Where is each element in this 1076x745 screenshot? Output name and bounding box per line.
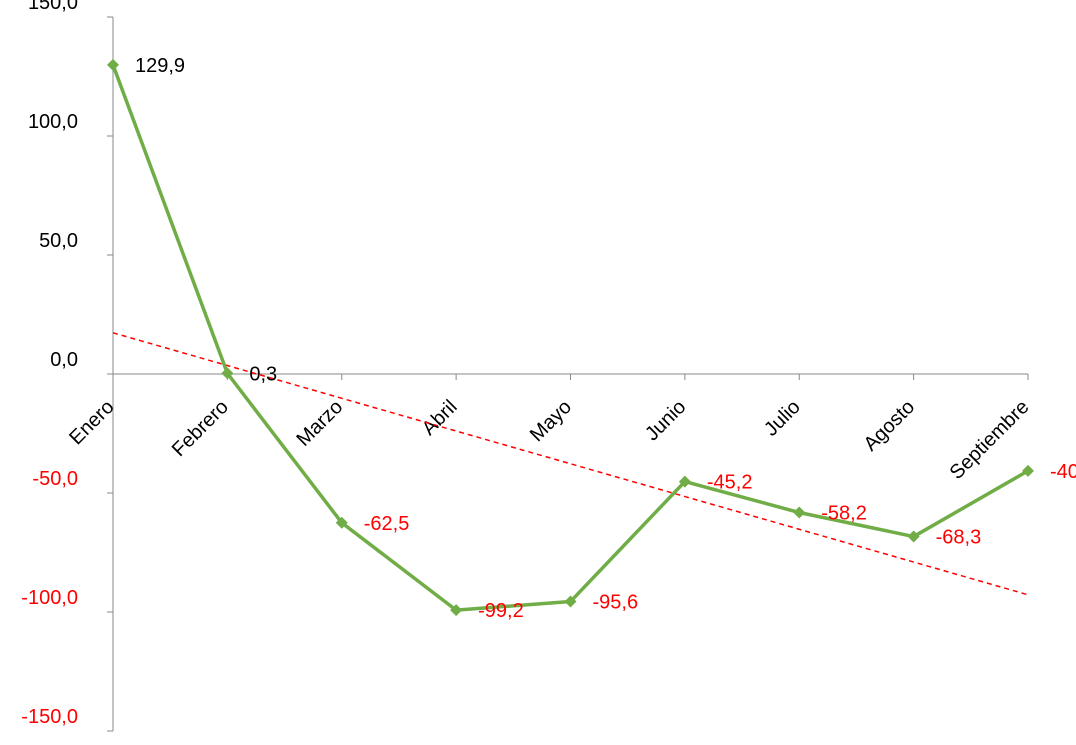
data-label: -45,2 [707, 472, 753, 494]
data-point-marker [107, 58, 119, 71]
x-tick-label: Junio [641, 396, 690, 445]
data-label: 0,3 [249, 363, 277, 385]
y-tick-label: 0,0 [50, 349, 78, 371]
y-tick-label: 50,0 [39, 230, 78, 252]
data-label: -62,5 [364, 513, 410, 535]
data-point-marker [907, 530, 920, 543]
y-tick-label: -150,0 [21, 706, 78, 728]
x-tick-label: Abril [418, 396, 462, 440]
data-label: -99,2 [478, 600, 524, 622]
trendline [112, 332, 1029, 596]
data-label: -68,3 [936, 527, 982, 549]
data-point-marker [335, 516, 348, 529]
y-tick-label: 100,0 [28, 111, 78, 133]
data-label: 129,9 [135, 55, 185, 77]
data-point-marker [450, 604, 463, 617]
axes: 150,0 100,0 50,0 0,0 -50,0 -100,0 -150,0 Enero F… [21, 0, 1034, 732]
data-point-marker [221, 367, 234, 380]
x-tick-label: Mayo [526, 396, 576, 446]
y-tick-label: -50,0 [32, 468, 78, 490]
labels-group: 129,9 0,3 -62,5 -99,2 -95,6 -45,2 -58,2 -68,3 -4… [135, 55, 1076, 622]
trendline-group [112, 332, 1029, 596]
x-tick-label: Febrero [168, 396, 233, 461]
y-tick-label: 150,0 [28, 0, 78, 14]
data-label: -40,7 [1050, 461, 1076, 483]
y-tick-label: -100,0 [21, 587, 78, 609]
data-point-marker [678, 475, 691, 488]
data-point-marker [793, 506, 806, 519]
data-label: -95,6 [593, 592, 639, 614]
data-label: -58,2 [821, 503, 867, 525]
x-tick-label: Agosto [860, 396, 920, 456]
x-tick-label: Enero [65, 396, 118, 449]
x-tick-label: Marzo [292, 396, 347, 451]
series-line [111, 64, 1029, 612]
data-point-marker [1022, 464, 1034, 477]
data-point-marker [564, 595, 577, 608]
x-tick-label: Julio [760, 396, 805, 441]
x-tick-label: Septiembre [946, 396, 1034, 484]
series-group [107, 58, 1034, 617]
